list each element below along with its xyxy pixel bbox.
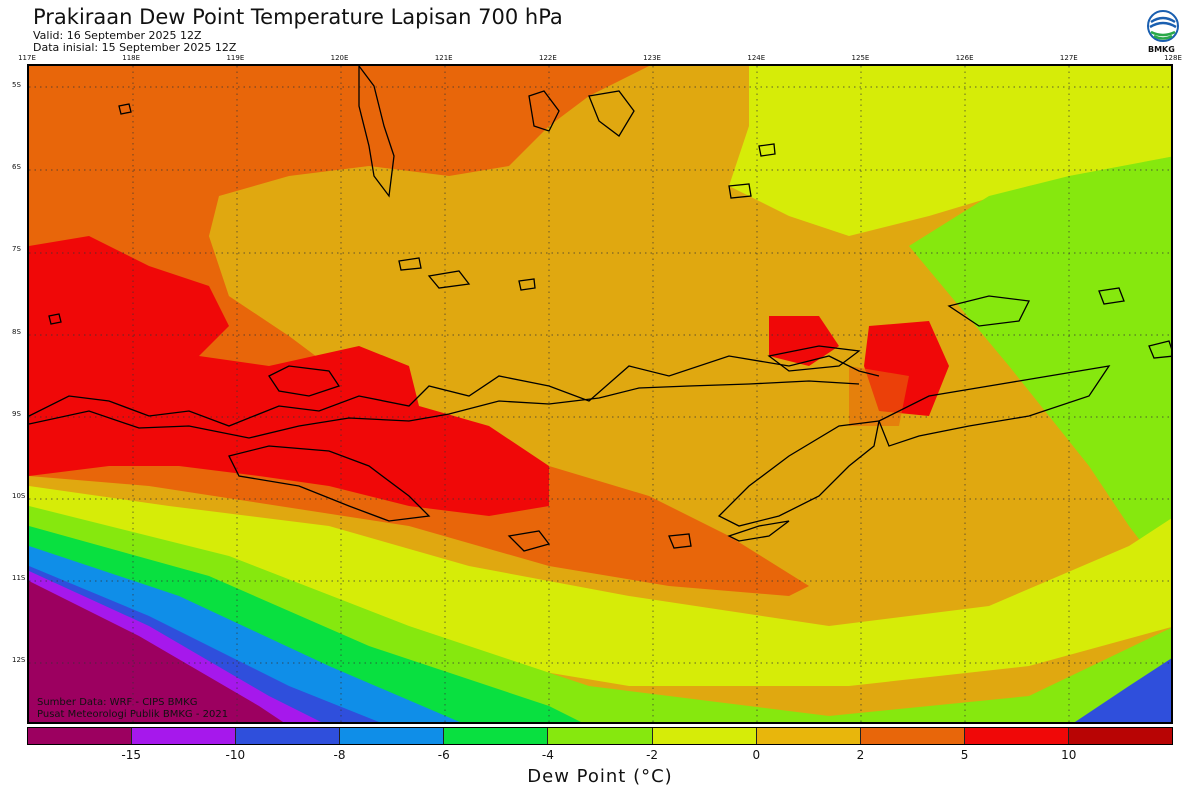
lon-tick-label: 123E [643, 54, 661, 62]
logo-text: BMKG [1148, 45, 1175, 54]
lat-tick-label: 9S [12, 409, 21, 418]
legend-tick-label: 5 [960, 748, 969, 762]
map-panel[interactable] [27, 64, 1173, 724]
lat-tick-label: 11S [12, 574, 26, 583]
coastlines [29, 66, 1171, 552]
lon-tick-label: 128E [1164, 54, 1182, 62]
bmkg-logo-icon [1147, 10, 1179, 42]
legend-swatch [756, 728, 861, 744]
lon-tick-label: 120E [330, 54, 349, 62]
init-time: Data inisial: 15 September 2025 12Z [33, 41, 237, 54]
legend-swatch [964, 728, 1069, 744]
legend-swatch [444, 728, 549, 744]
legend-tick-label: 10 [1061, 748, 1077, 762]
legend-tick-label: -2 [646, 748, 659, 762]
legend-tick-label: 2 [856, 748, 865, 762]
legend-swatch [1068, 728, 1173, 744]
legend-swatch [860, 728, 965, 744]
lat-tick-label: 12S [12, 656, 26, 665]
lon-tick-label: 127E [1059, 54, 1078, 62]
legend-swatch [28, 728, 133, 744]
legend-tick-label: -15 [121, 748, 141, 762]
lat-tick-label: 6S [12, 163, 21, 172]
lon-tick-label: 124E [747, 54, 766, 62]
lon-tick-label: 118E [122, 54, 141, 62]
lon-tick-label: 117E [18, 54, 36, 62]
lon-tick-label: 119E [226, 54, 245, 62]
data-source-credit: Sumber Data: WRF - CIPS BMKG [37, 697, 198, 708]
lon-tick-label: 121E [434, 54, 453, 62]
lon-tick-label: 122E [539, 54, 557, 62]
lat-tick-label: 5S [12, 81, 21, 89]
legend-swatch [236, 728, 341, 744]
legend-swatch [340, 728, 445, 744]
legend-swatch [548, 728, 653, 744]
lat-tick-label: 10S [12, 492, 26, 500]
map-title: Prakiraan Dew Point Temperature Lapisan … [33, 5, 563, 29]
legend-swatch [652, 728, 757, 744]
legend-tick-label: -4 [541, 748, 554, 762]
dewpoint-field [29, 66, 1171, 722]
lat-tick-label: 7S [12, 245, 21, 254]
legend-unit-label: Dew Point (°C) [527, 766, 673, 787]
legend-tick-label: -10 [225, 748, 246, 762]
legend-tick-label: -8 [333, 748, 346, 762]
lon-tick-label: 126E [955, 54, 974, 62]
lat-tick-label: 8S [12, 327, 21, 336]
legend-swatch [132, 728, 237, 744]
legend-tick-label: -6 [437, 748, 450, 762]
lon-tick-label: 125E [851, 54, 870, 62]
valid-time: Valid: 16 September 2025 12Z [33, 29, 202, 42]
organization-credit: Pusat Meteorologi Publik BMKG - 2021 [37, 709, 229, 720]
legend-tick-label: 0 [752, 748, 761, 762]
color-legend [27, 727, 1173, 745]
